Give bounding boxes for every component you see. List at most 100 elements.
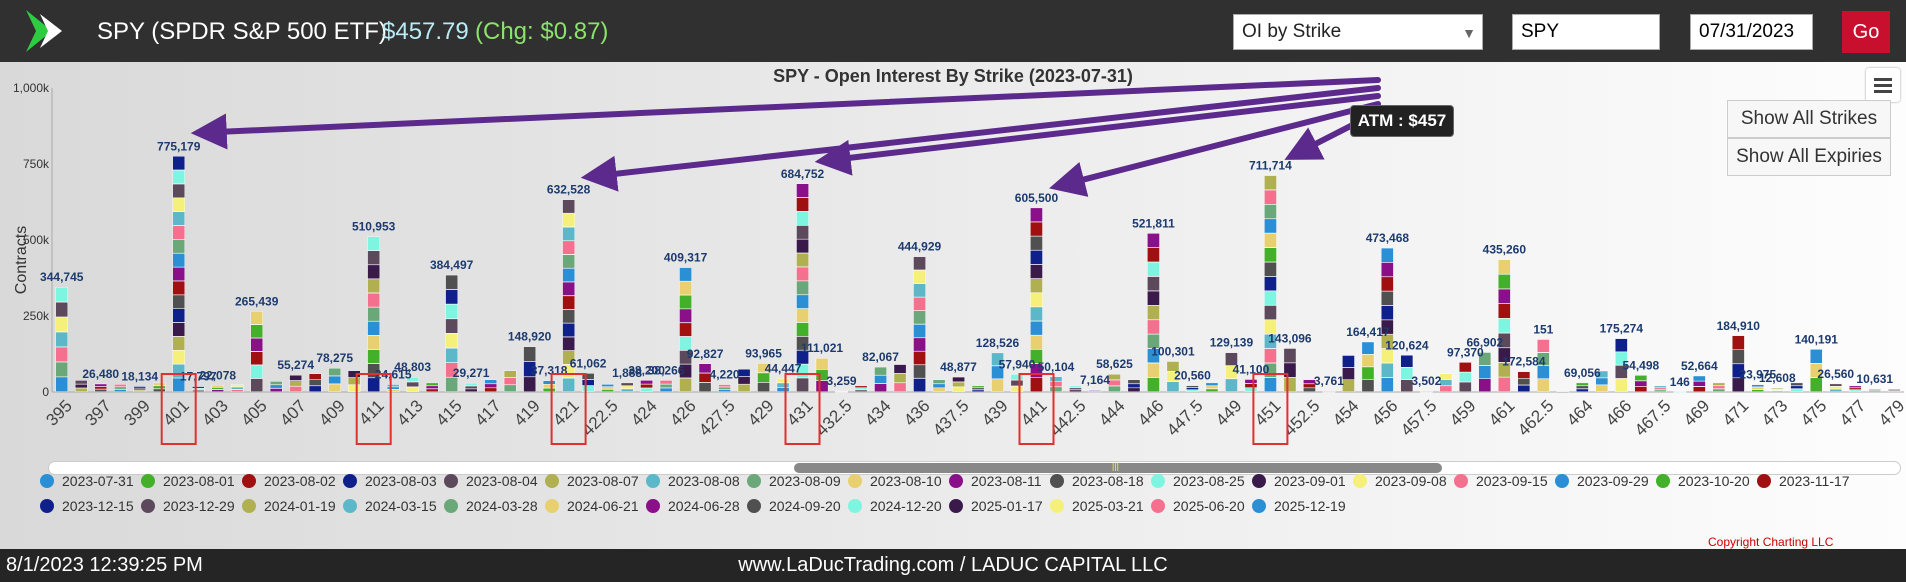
symbol-input[interactable] xyxy=(1512,14,1660,50)
legend-item[interactable]: 2023-11-17 xyxy=(1757,473,1850,489)
legend-item[interactable]: 2023-08-02 xyxy=(242,473,336,489)
bar-segment xyxy=(1439,385,1453,392)
bar-segment xyxy=(542,384,556,389)
legend-item[interactable]: 2023-10-20 xyxy=(1656,473,1750,489)
data-label: 3,259 xyxy=(827,374,857,388)
legend-item[interactable]: 2025-06-20 xyxy=(1151,498,1245,514)
legend-item[interactable]: 2023-08-07 xyxy=(545,473,639,489)
bar-segment xyxy=(230,386,244,390)
bar-segment xyxy=(1225,352,1238,366)
show-all-expiries-button[interactable]: Show All Expiries xyxy=(1727,138,1891,176)
bar-segment xyxy=(503,384,517,392)
highlight-box xyxy=(355,373,392,445)
legend-item[interactable]: 2023-08-25 xyxy=(1151,473,1245,489)
bar-segment xyxy=(776,387,790,392)
bar-segment xyxy=(874,383,887,392)
bar-segment xyxy=(562,378,575,392)
legend-item[interactable]: 2023-08-10 xyxy=(848,473,942,489)
legend-item[interactable]: 2025-12-19 xyxy=(1252,498,1346,514)
bar-segment xyxy=(152,388,166,392)
legend-item[interactable]: 2023-12-29 xyxy=(141,498,235,514)
bar-segment xyxy=(250,378,263,392)
legend-item[interactable]: 2023-08-18 xyxy=(1050,473,1144,489)
legend-item[interactable]: 2025-03-21 xyxy=(1050,498,1144,514)
legend-item[interactable]: 2024-06-28 xyxy=(646,498,740,514)
bar-segment xyxy=(328,375,341,384)
bar-segment xyxy=(172,183,185,198)
legend-swatch xyxy=(848,499,862,513)
legend-item[interactable]: 2024-03-15 xyxy=(343,498,437,514)
bar-segment xyxy=(1205,382,1219,386)
bar-segment xyxy=(1400,367,1414,380)
bar-segment xyxy=(1615,378,1628,392)
bar-segment xyxy=(1712,382,1726,386)
legend-item[interactable]: 2023-12-15 xyxy=(40,498,134,514)
legend-item[interactable]: 2023-09-15 xyxy=(1454,473,1548,489)
view-select[interactable]: OI by Strike ▼ xyxy=(1233,14,1483,50)
bar-segment xyxy=(55,286,69,303)
scrollbar-thumb[interactable]: ||| xyxy=(794,461,1442,473)
date-input[interactable] xyxy=(1690,14,1813,50)
chart-menu-button[interactable] xyxy=(1866,68,1900,102)
bar-segment xyxy=(1634,386,1648,392)
data-label: 38,200 xyxy=(628,363,665,377)
hamburger-icon xyxy=(1874,78,1892,81)
legend-swatch xyxy=(949,499,963,513)
bar-segment xyxy=(1712,388,1726,392)
legend-item[interactable]: 2024-03-28 xyxy=(444,498,538,514)
bar-segment xyxy=(757,372,770,383)
legend-label: 2023-08-08 xyxy=(668,473,740,489)
bar-segment xyxy=(913,256,926,271)
legend-item[interactable]: 2024-06-21 xyxy=(545,498,639,514)
legend-item[interactable]: 2025-01-17 xyxy=(949,498,1043,514)
bar-segment xyxy=(718,389,731,392)
bar-segment xyxy=(1576,385,1589,389)
bar-segment xyxy=(562,336,575,351)
bar-segment xyxy=(679,267,692,282)
legend-item[interactable]: 2023-09-29 xyxy=(1555,473,1649,489)
data-label: 473,468 xyxy=(1366,231,1410,245)
legend-item[interactable]: 2023-09-01 xyxy=(1252,473,1346,489)
chart-scrollbar[interactable]: ||| xyxy=(48,461,1901,475)
legend-item[interactable]: 2023-08-09 xyxy=(747,473,841,489)
x-tick-label: 447.5 xyxy=(1163,396,1207,440)
legend-item[interactable]: 2023-08-04 xyxy=(444,473,538,489)
legend-item[interactable]: 2023-07-31 xyxy=(40,473,134,489)
legend-item[interactable]: 2023-08-01 xyxy=(141,473,235,489)
legend-item[interactable]: 2024-09-20 xyxy=(747,498,841,514)
bar-segment xyxy=(932,383,946,388)
legend-item[interactable]: 2023-09-08 xyxy=(1353,473,1447,489)
data-label: 344,745 xyxy=(40,270,84,284)
legend-item[interactable]: 2024-12-20 xyxy=(848,498,942,514)
bar-segment xyxy=(1147,247,1160,263)
chart-area: 0 250k 500k 750k 1,000k Contracts 395 397 399 401… xyxy=(0,62,1906,549)
bar-segment xyxy=(1205,388,1219,392)
bar-segment xyxy=(796,350,809,365)
bar-segment xyxy=(1186,389,1199,392)
bar-segment xyxy=(1654,389,1667,392)
bar-segment xyxy=(172,156,185,171)
go-button[interactable]: Go xyxy=(1842,11,1890,53)
bar-segment xyxy=(1030,292,1043,307)
bar-segment xyxy=(874,375,887,384)
bar-segment xyxy=(250,351,263,366)
hamburger-icon-line xyxy=(1874,90,1892,93)
bar-segment xyxy=(1517,385,1531,392)
bar-segment xyxy=(601,389,614,392)
legend-item[interactable]: 2023-08-08 xyxy=(646,473,740,489)
bar-segment xyxy=(620,385,634,389)
bar-segment xyxy=(1576,382,1589,386)
legend-item[interactable]: 2024-01-19 xyxy=(242,498,336,514)
show-all-strikes-button[interactable]: Show All Strikes xyxy=(1727,100,1891,138)
bar-segment xyxy=(718,384,731,388)
bar-segment xyxy=(133,388,146,390)
bar-segment xyxy=(1809,363,1823,378)
legend-swatch xyxy=(545,474,559,488)
bar-segment xyxy=(445,362,458,378)
legend-item[interactable]: 2023-08-11 xyxy=(949,473,1042,489)
x-tick-label: 441 xyxy=(1017,396,1050,429)
bar-segment xyxy=(347,384,361,392)
legend-swatch xyxy=(1151,499,1165,513)
legend-item[interactable]: 2023-08-03 xyxy=(343,473,437,489)
bar-segment xyxy=(445,348,458,363)
